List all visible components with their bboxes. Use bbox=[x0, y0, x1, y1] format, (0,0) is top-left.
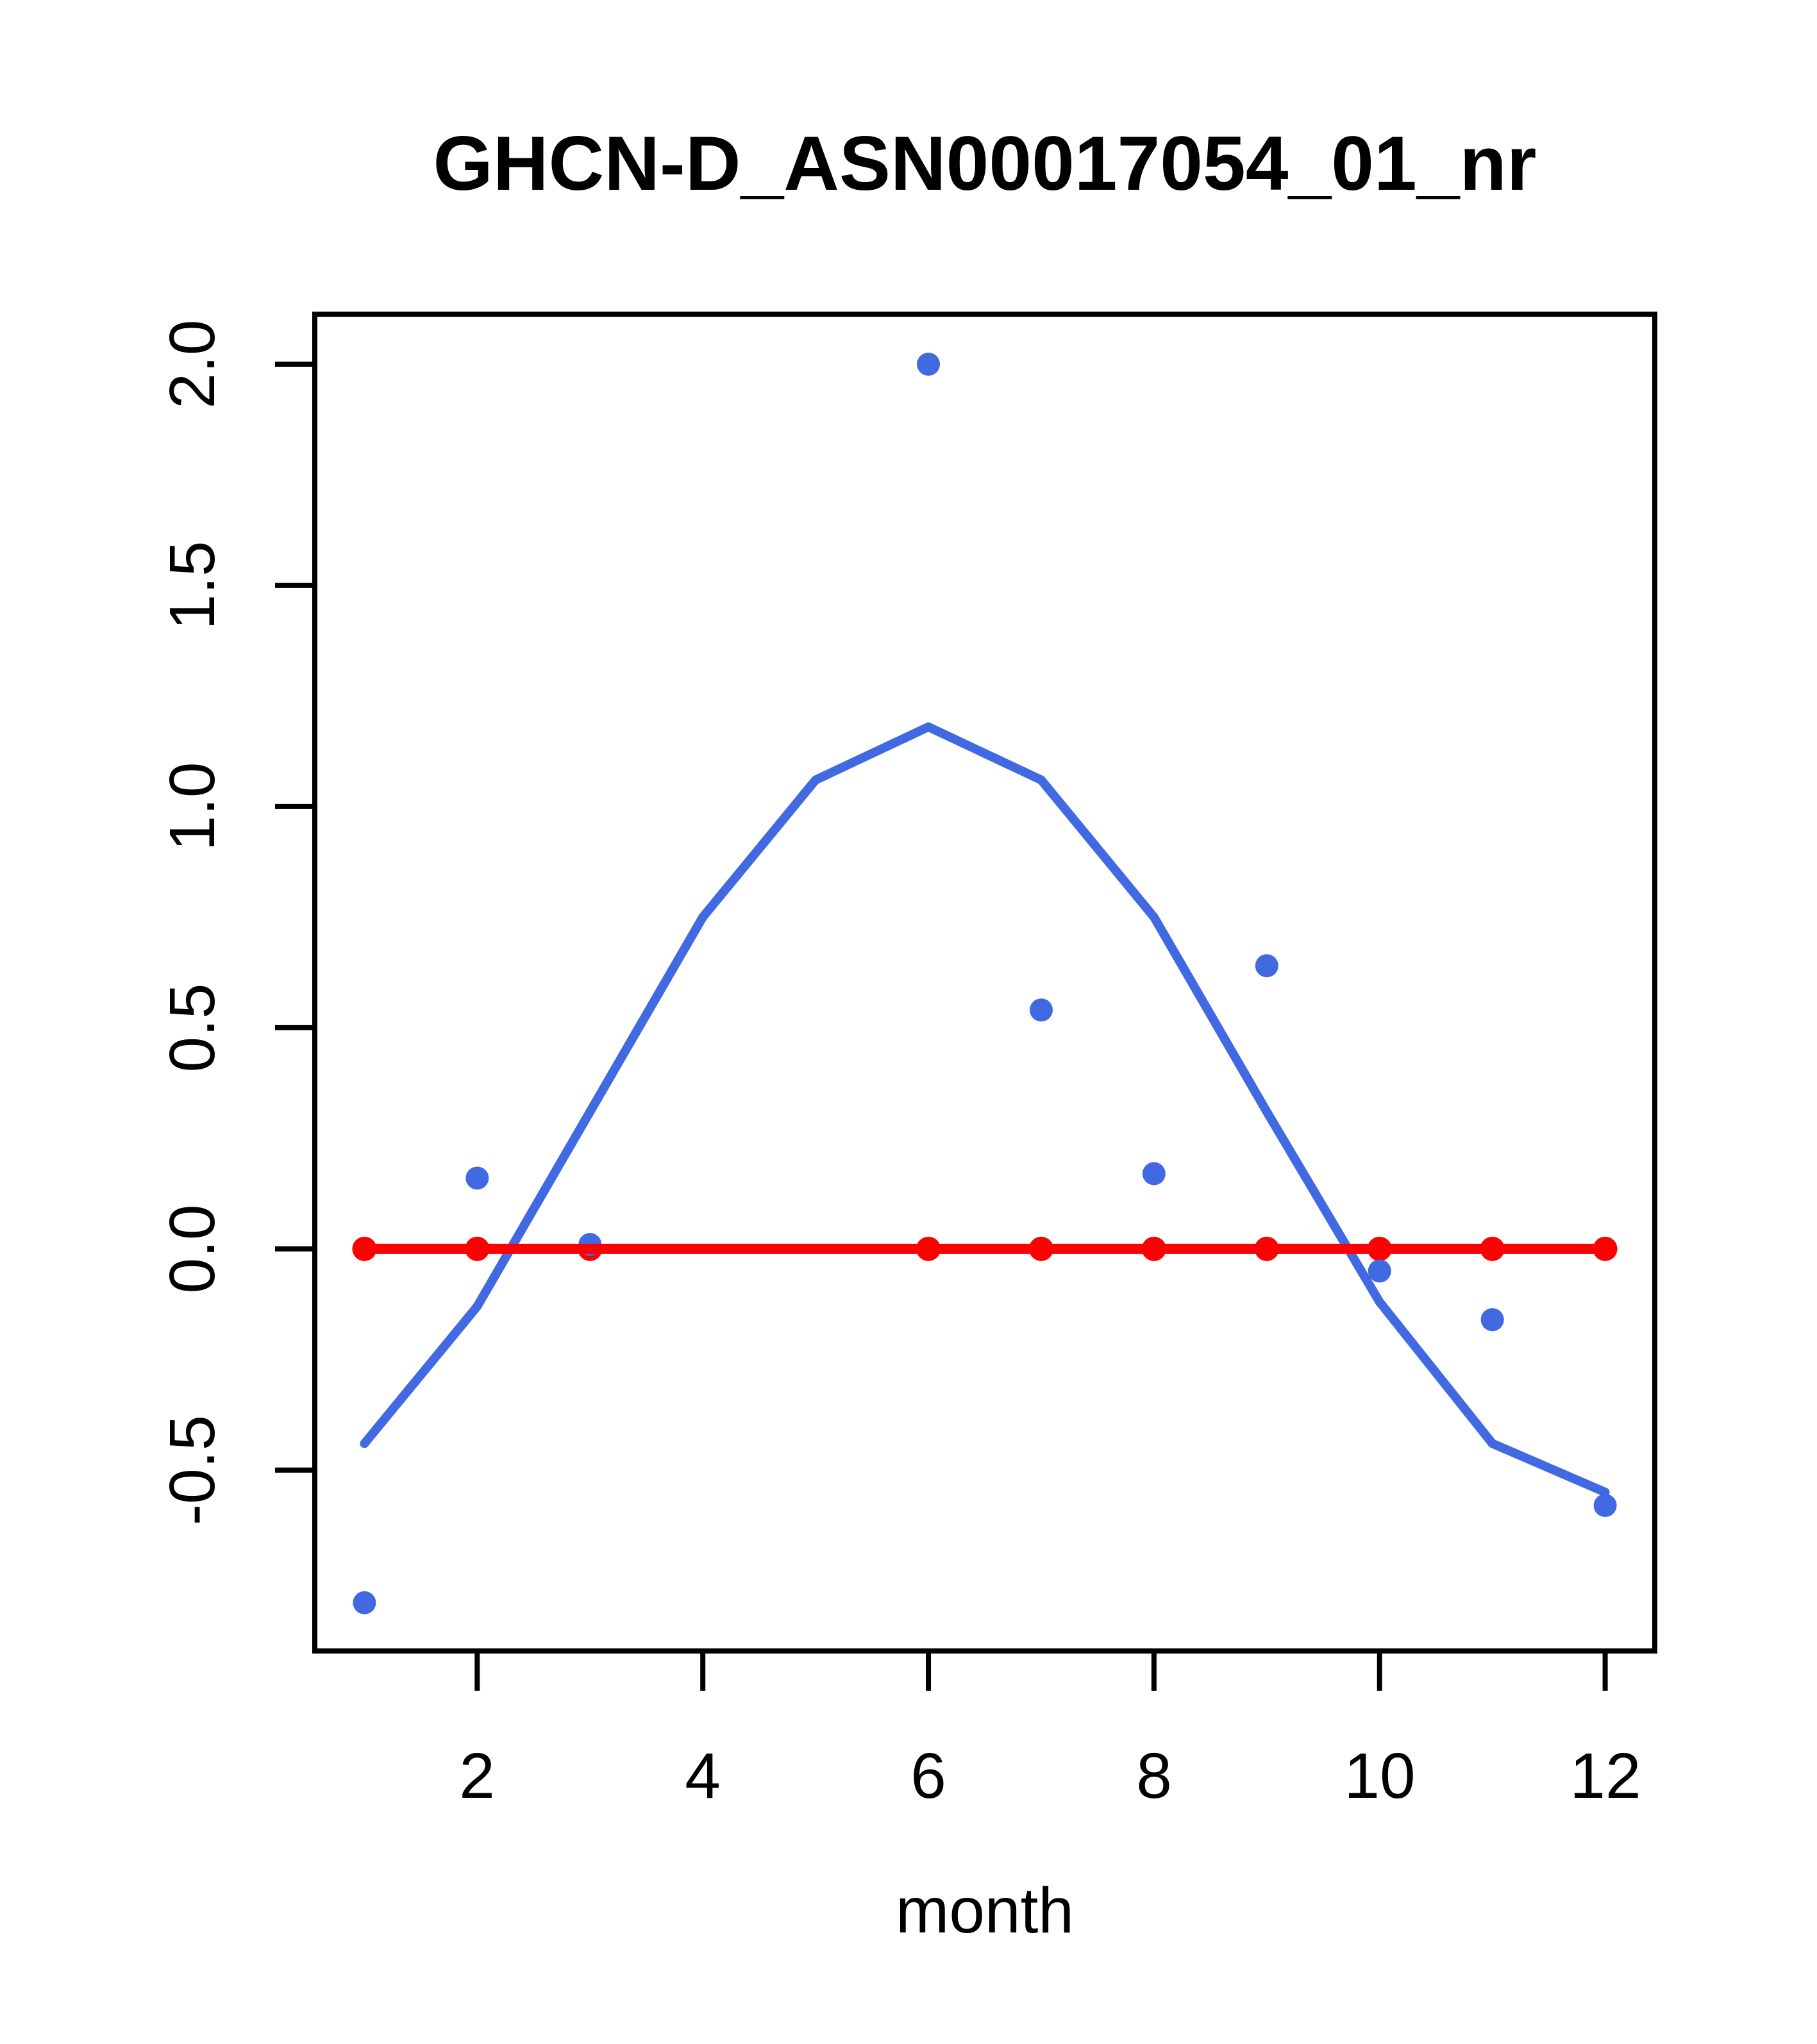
blue-point bbox=[353, 1591, 376, 1614]
x-tick-label: 4 bbox=[685, 1740, 721, 1812]
x-tick-label: 2 bbox=[459, 1740, 495, 1812]
y-tick-label: 0.0 bbox=[156, 1204, 228, 1294]
blue-point bbox=[1368, 1259, 1391, 1283]
blue-point bbox=[1029, 998, 1053, 1022]
blue-point bbox=[465, 1166, 489, 1190]
y-tick-label: -0.5 bbox=[156, 1414, 228, 1526]
y-tick-label: 2.0 bbox=[156, 319, 228, 409]
x-tick-label: 6 bbox=[910, 1740, 946, 1812]
x-tick-label: 8 bbox=[1136, 1740, 1172, 1812]
blue-point bbox=[1593, 1494, 1617, 1518]
axis-box bbox=[312, 312, 1657, 1654]
x-tick-label: 10 bbox=[1344, 1740, 1416, 1812]
x-axis-title: month bbox=[896, 1875, 1074, 1947]
blue-point bbox=[1255, 954, 1278, 978]
y-tick-label: 0.5 bbox=[156, 983, 228, 1073]
seasonal-fit-line bbox=[360, 722, 1610, 1497]
blue-point bbox=[1142, 1162, 1166, 1185]
x-tick-label: 12 bbox=[1570, 1740, 1641, 1812]
y-tick-label: 1.5 bbox=[156, 540, 228, 630]
blue-point bbox=[917, 352, 941, 376]
chart-title: GHCN-D_ASN00017054_01_nr bbox=[433, 121, 1537, 206]
y-tick-label: 1.0 bbox=[156, 762, 228, 851]
blue-point bbox=[1480, 1308, 1504, 1332]
